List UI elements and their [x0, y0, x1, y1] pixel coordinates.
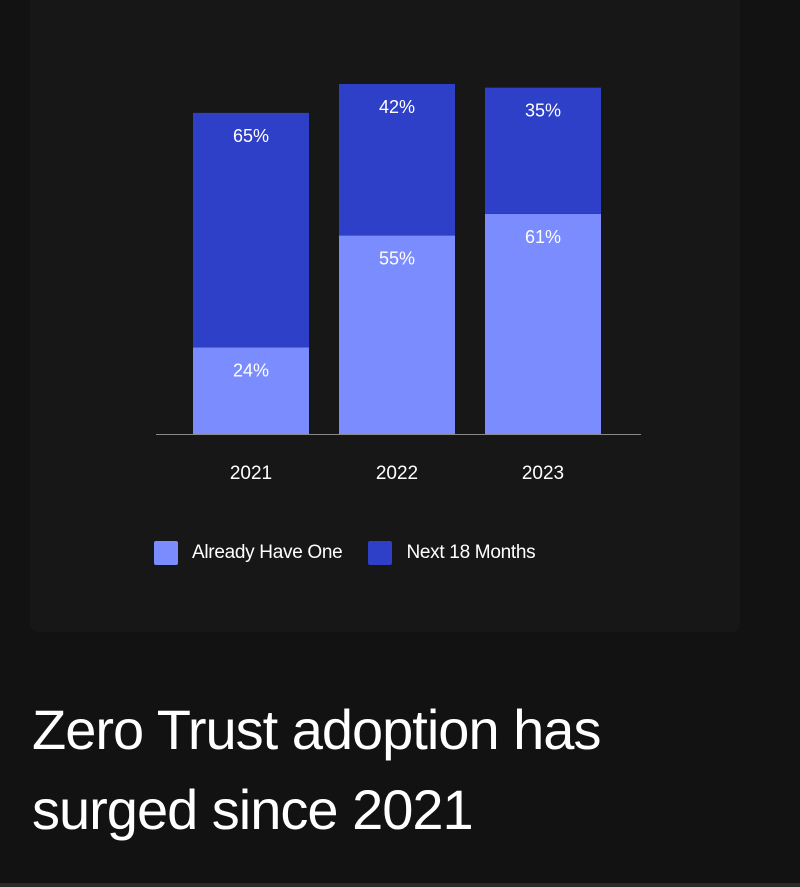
data-label-next-18-months-2021: 65%	[233, 126, 269, 146]
bar-next-18-months-2022	[339, 84, 455, 236]
bottom-divider	[0, 883, 800, 887]
bar-already-have-one-2021	[193, 347, 309, 434]
data-label-already-have-one-2023: 61%	[525, 227, 561, 247]
data-label-already-have-one-2022: 55%	[379, 249, 415, 269]
bar-next-18-months-2023	[485, 87, 601, 214]
x-tick-label-2023: 2023	[522, 463, 564, 484]
legend-swatch-next-18-months	[368, 541, 393, 565]
legend-label-already-have-one: Already Have One	[192, 542, 343, 563]
x-tick-label-2022: 2022	[376, 463, 418, 484]
bar-already-have-one-2022	[339, 235, 455, 434]
data-label-already-have-one-2021: 24%	[233, 360, 269, 380]
headline: Zero Trust adoption has surged since 202…	[32, 698, 601, 841]
stacked-bar-chart: 24% 65% 2021 55% 42% 2022 61% 35% 2023	[156, 84, 641, 484]
data-label-next-18-months-2022: 42%	[379, 97, 415, 117]
legend-swatch-already-have-one	[154, 541, 178, 565]
legend-label-next-18-months: Next 18 Months	[406, 542, 536, 563]
bar-next-18-months-2021	[193, 112, 309, 348]
x-tick-label-2021: 2021	[230, 463, 272, 484]
legend-item-next-18-months: Next 18 Months	[368, 541, 536, 565]
legend-item-already-have-one: Already Have One	[154, 541, 343, 565]
data-label-next-18-months-2023: 35%	[525, 101, 561, 121]
bar-already-have-one-2023	[485, 213, 601, 434]
chart-legend: Already Have One Next 18 Months	[154, 541, 561, 565]
